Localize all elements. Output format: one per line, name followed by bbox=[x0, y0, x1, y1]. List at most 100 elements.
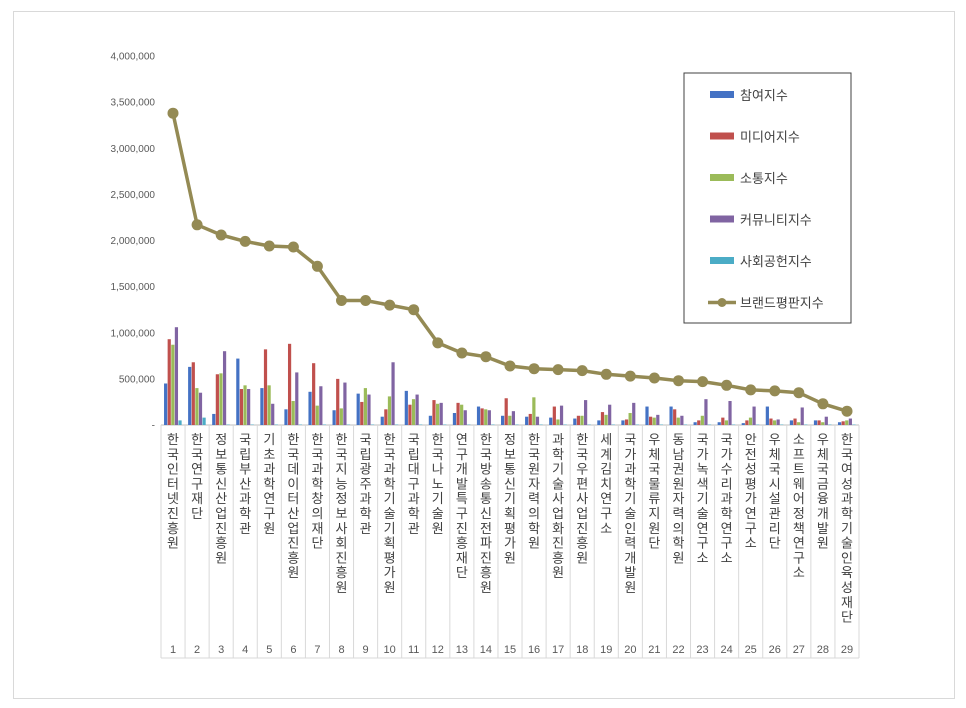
bar bbox=[167, 339, 171, 425]
bar bbox=[745, 420, 749, 425]
line-point bbox=[336, 295, 347, 306]
bar bbox=[171, 344, 175, 425]
bar bbox=[460, 404, 464, 425]
bar bbox=[463, 410, 467, 425]
bar bbox=[528, 413, 532, 425]
y-tick-label: - bbox=[152, 421, 155, 432]
bar bbox=[504, 398, 508, 425]
bar bbox=[608, 404, 612, 425]
bar bbox=[367, 394, 371, 425]
line-point bbox=[215, 229, 227, 241]
line-point bbox=[793, 387, 805, 399]
legend-label: 사회공헌지수 bbox=[740, 255, 812, 270]
bar bbox=[789, 420, 794, 425]
line-point bbox=[191, 219, 203, 231]
bar bbox=[260, 388, 264, 425]
line-point bbox=[432, 337, 444, 349]
rank-label: 20 bbox=[624, 644, 636, 656]
line-point bbox=[360, 295, 372, 306]
bar bbox=[535, 416, 540, 425]
bar bbox=[188, 366, 192, 425]
rank-label: 5 bbox=[266, 644, 272, 656]
bar bbox=[680, 415, 684, 425]
bar bbox=[776, 419, 780, 425]
bar bbox=[202, 417, 206, 425]
bar bbox=[408, 404, 412, 425]
legend-swatch bbox=[710, 132, 734, 140]
bar bbox=[487, 410, 491, 425]
bar bbox=[748, 417, 753, 425]
line-series bbox=[167, 107, 853, 417]
bar bbox=[239, 389, 244, 425]
bar bbox=[339, 408, 343, 425]
bar bbox=[597, 420, 601, 425]
bar bbox=[291, 401, 295, 425]
bar bbox=[621, 420, 625, 425]
bar bbox=[263, 349, 268, 425]
bar bbox=[198, 392, 203, 425]
bar bbox=[584, 400, 588, 425]
bar bbox=[673, 409, 677, 425]
bar bbox=[164, 383, 168, 425]
line-point bbox=[673, 375, 684, 387]
y-tick-label: 1,000,000 bbox=[111, 328, 156, 339]
bar bbox=[573, 418, 577, 425]
bar bbox=[721, 417, 725, 425]
bar bbox=[700, 415, 704, 425]
legend-label: 커뮤니티지수 bbox=[740, 214, 812, 229]
rank-label: 8 bbox=[338, 644, 344, 656]
bar-line-chart: - 500,000 1,000,000 1,500,000 2,000,000 2,500… bbox=[111, 52, 860, 659]
y-tick-label: 4,000,000 bbox=[111, 52, 156, 63]
bar bbox=[332, 410, 336, 425]
bar bbox=[387, 396, 392, 425]
bar bbox=[247, 389, 251, 425]
bar bbox=[432, 400, 436, 425]
line-point bbox=[384, 299, 396, 311]
line-point bbox=[576, 365, 588, 377]
bar bbox=[315, 405, 319, 425]
legend-swatch bbox=[710, 215, 734, 223]
bar bbox=[404, 390, 408, 425]
line-point bbox=[456, 347, 468, 359]
rank-label: 24 bbox=[720, 644, 732, 656]
legend-swatch-marker bbox=[717, 298, 727, 307]
rank-label: 18 bbox=[576, 644, 588, 656]
rank-label: 26 bbox=[769, 644, 781, 656]
legend-label: 브랜드평판지수 bbox=[740, 297, 824, 312]
bar bbox=[813, 420, 818, 425]
bar bbox=[552, 406, 556, 425]
bar bbox=[343, 382, 347, 425]
bar bbox=[476, 406, 481, 425]
legend-swatch bbox=[710, 174, 734, 181]
bar bbox=[356, 393, 360, 425]
y-tick-label: 2,000,000 bbox=[111, 236, 156, 247]
bar bbox=[336, 378, 340, 426]
bar bbox=[632, 402, 636, 425]
line-point bbox=[600, 368, 612, 380]
bar bbox=[697, 420, 701, 425]
line-point bbox=[311, 260, 323, 272]
bar bbox=[222, 351, 227, 425]
legend-label: 소통지수 bbox=[740, 172, 788, 187]
line-point bbox=[721, 379, 733, 391]
bar bbox=[724, 420, 729, 425]
bar bbox=[628, 413, 632, 425]
line-point bbox=[648, 372, 660, 384]
bar bbox=[439, 402, 443, 425]
bar-series bbox=[164, 327, 856, 426]
bar bbox=[295, 372, 299, 425]
bar bbox=[576, 415, 581, 425]
bar bbox=[415, 394, 419, 425]
bar bbox=[525, 416, 529, 425]
rank-label: 1 bbox=[170, 644, 176, 656]
